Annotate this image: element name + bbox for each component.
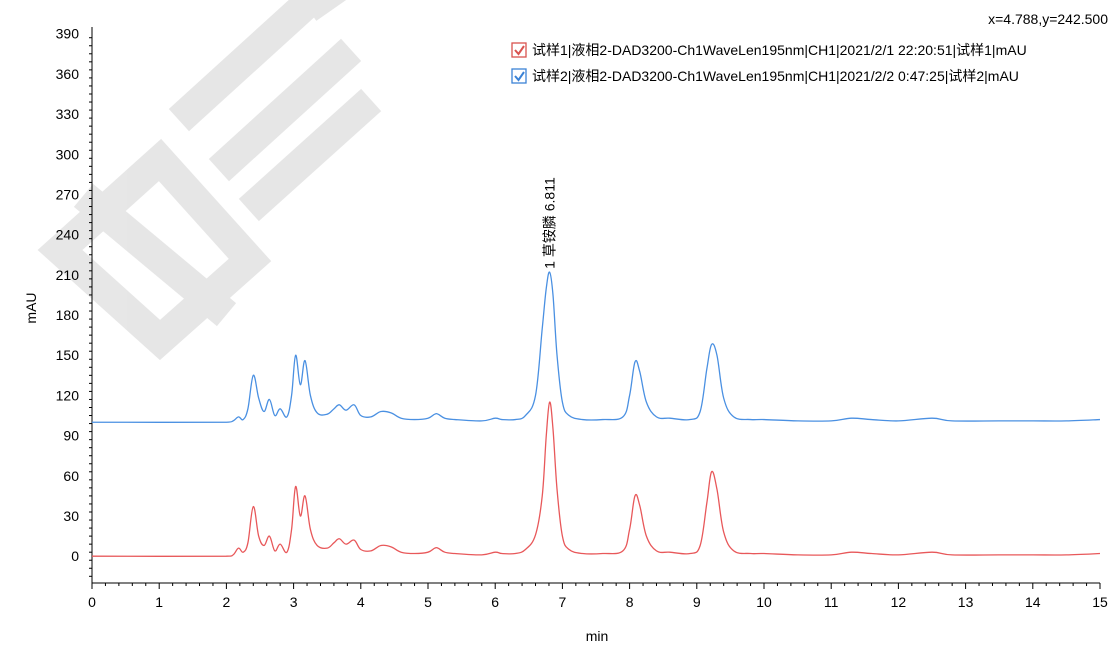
y-tick-label: 270: [56, 186, 80, 202]
watermark-graphic: [37, 0, 382, 361]
y-tick-label: 360: [56, 66, 80, 82]
x-tick-label: 1: [155, 594, 163, 610]
x-tick-label: 11: [824, 594, 839, 610]
x-tick-label: 5: [424, 594, 432, 610]
x-tick-label: 7: [559, 594, 567, 610]
y-tick-label: 390: [56, 26, 80, 42]
y-tick-label: 330: [56, 106, 80, 122]
x-tick-label: 8: [626, 594, 634, 610]
axes: [91, 27, 1100, 584]
y-tick-label: 120: [56, 387, 80, 403]
y-tick-label: 0: [71, 548, 79, 564]
y-tick-label: 90: [63, 428, 79, 444]
x-tick-label: 13: [958, 594, 974, 610]
y-axis-label: mAU: [23, 292, 39, 323]
y-tick-label: 210: [56, 267, 80, 283]
x-axis-label: min: [586, 628, 609, 644]
y-tick-label: 180: [56, 307, 80, 323]
legend-label-series1: 试样1|液相2-DAD3200-Ch1WaveLen195nm|CH1|2021…: [532, 42, 1027, 58]
y-tick-label: 60: [63, 468, 79, 484]
series-line-2: [91, 271, 1101, 423]
x-tick-label: 2: [223, 594, 231, 610]
legend-item-series1[interactable]: 试样1|液相2-DAD3200-Ch1WaveLen195nm|CH1|2021…: [511, 42, 1027, 58]
series-lines: [91, 271, 1101, 557]
x-tick-label: 9: [693, 594, 701, 610]
x-tick-label: 12: [891, 594, 907, 610]
legend-item-series2[interactable]: 试样2|液相2-DAD3200-Ch1WaveLen195nm|CH1|2021…: [511, 68, 1019, 84]
y-tick-label: 150: [56, 347, 80, 363]
check-icon: [514, 71, 525, 82]
peak-annotation: 1 草铵膦 6.811: [542, 177, 558, 269]
legend-label-series2: 试样2|液相2-DAD3200-Ch1WaveLen195nm|CH1|2021…: [532, 68, 1019, 84]
x-tick-label: 14: [1025, 594, 1041, 610]
y-tick-label: 30: [63, 508, 79, 524]
series-line-1: [91, 401, 1101, 557]
x-tick-label: 15: [1092, 594, 1108, 610]
x-tick-label: 6: [491, 594, 499, 610]
x-axis-ticks: 0 1 2 3 4 5 6 7 8 9 10 11 12 13 14 15: [88, 583, 1108, 610]
x-tick-label: 3: [290, 594, 298, 610]
x-tick-label: 4: [357, 594, 365, 610]
y-tick-label: 300: [56, 146, 80, 162]
check-icon: [514, 45, 525, 56]
coordinate-readout: x=4.788,y=242.500: [988, 11, 1108, 27]
x-tick-label: 0: [88, 594, 96, 610]
y-tick-label: 240: [56, 227, 80, 243]
y-axis-ticks: 0 30 60 90 120 150 180 210 240 270 300 330 360 390: [56, 26, 92, 577]
legend: 试样1|液相2-DAD3200-Ch1WaveLen195nm|CH1|2021…: [511, 42, 1027, 84]
x-tick-label: 10: [756, 594, 772, 610]
